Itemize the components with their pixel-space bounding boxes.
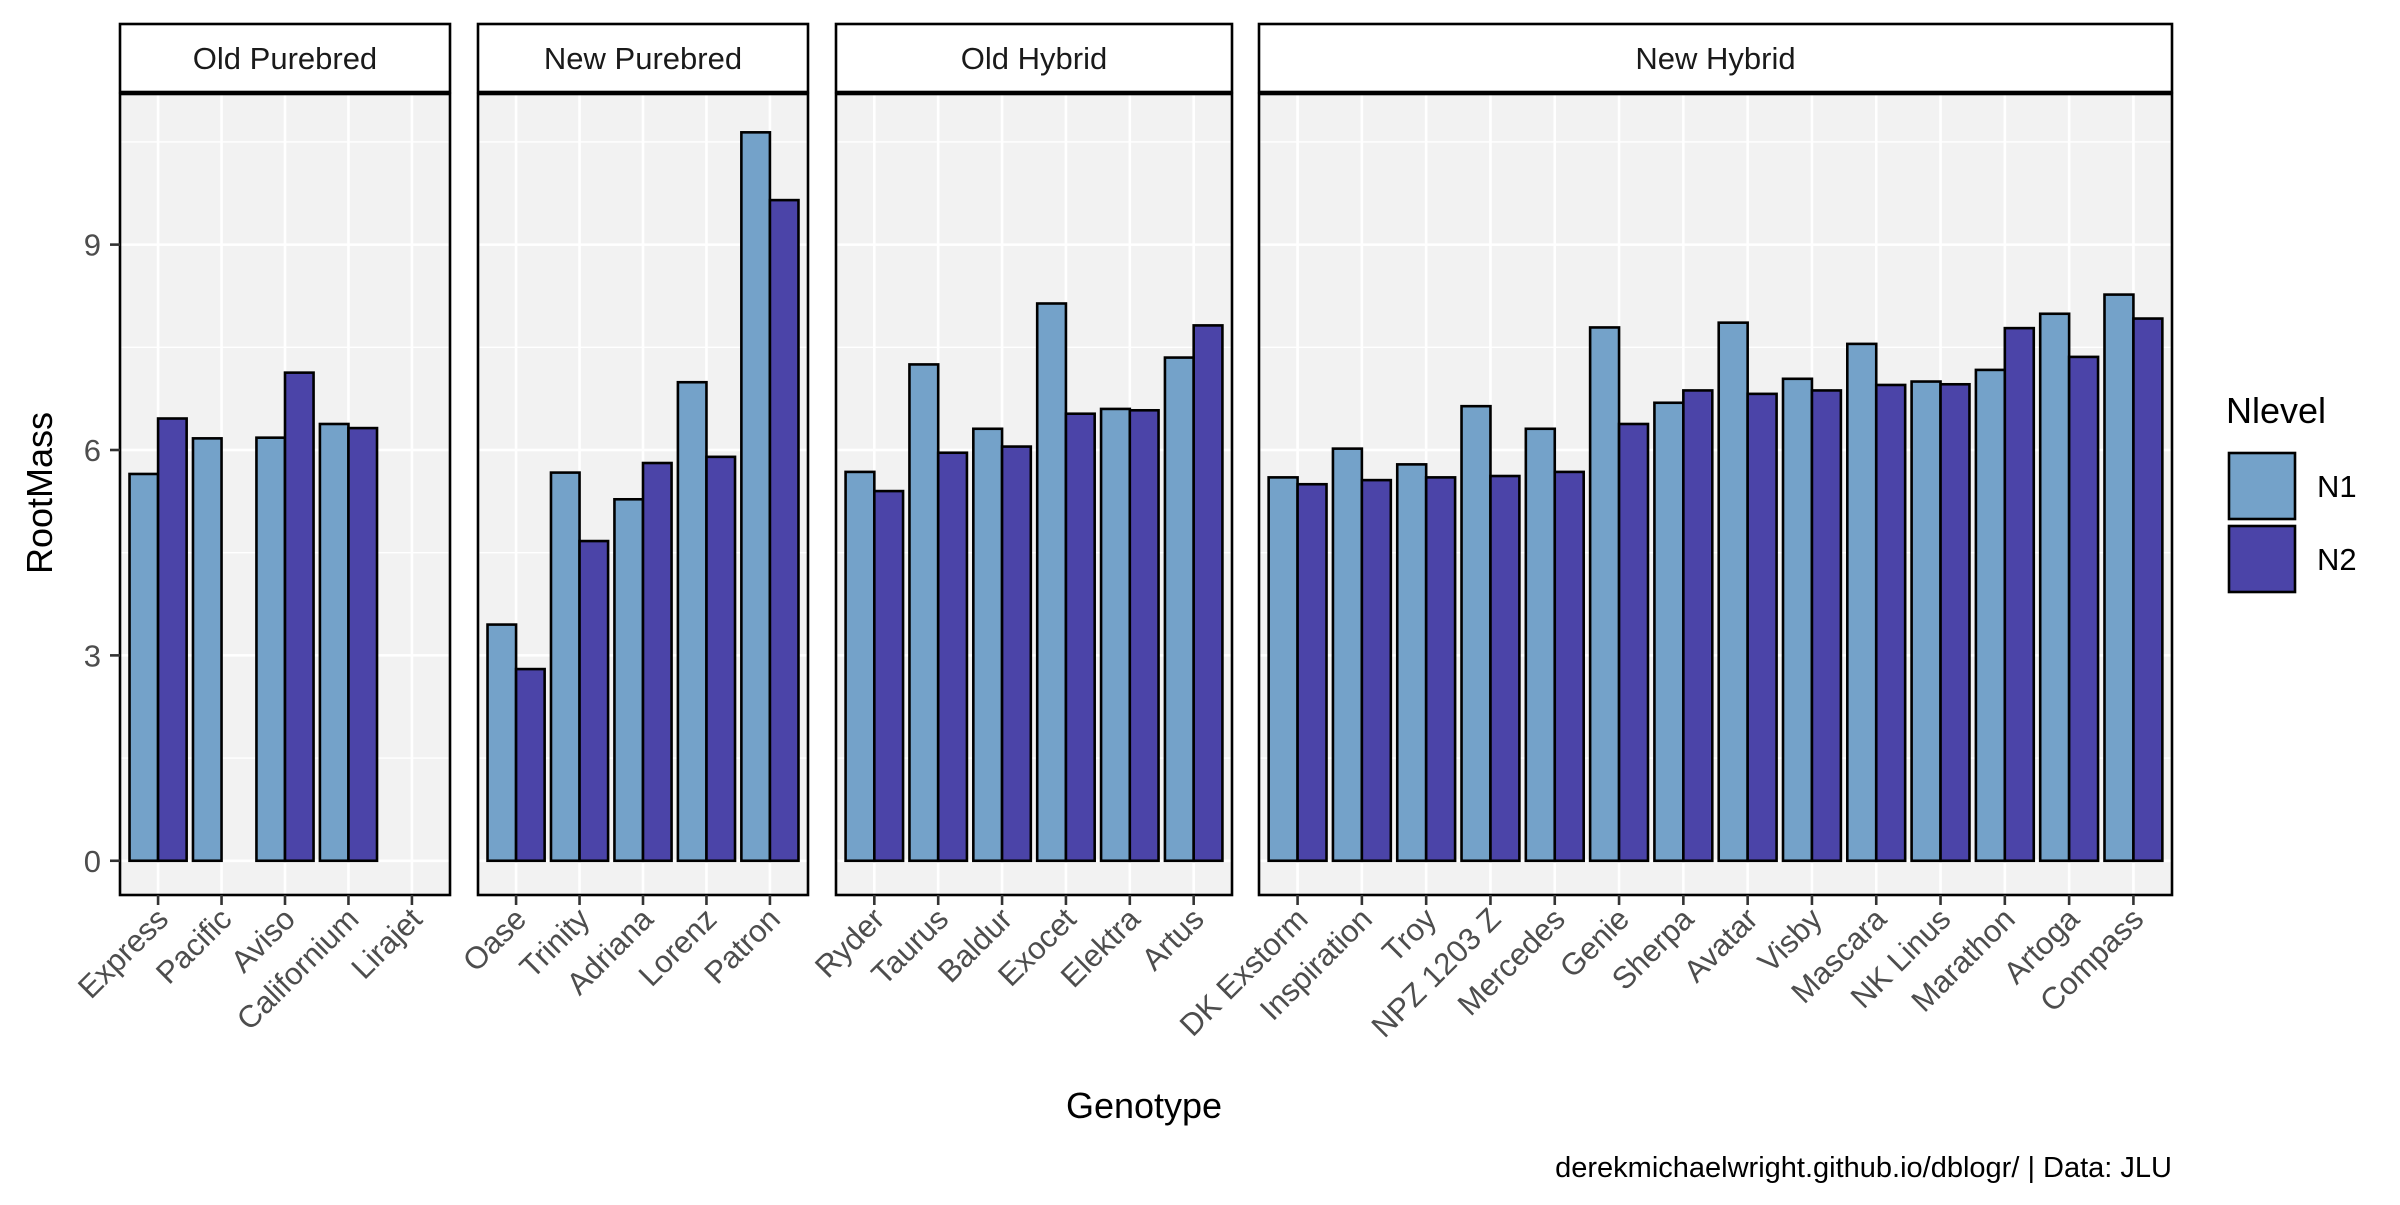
bar-n1 bbox=[1781, 377, 1814, 863]
bar-n2 bbox=[347, 426, 379, 863]
bar-n1 bbox=[128, 472, 160, 863]
legend-label: N1 bbox=[2317, 469, 2357, 504]
bar-n1 bbox=[549, 471, 581, 863]
bar-n2 bbox=[936, 451, 969, 863]
bar-n2 bbox=[1810, 389, 1843, 863]
x-tick-label: Lirajet bbox=[344, 901, 429, 986]
bar-n1 bbox=[972, 427, 1004, 863]
bar-n1 bbox=[1524, 427, 1557, 863]
bar-n1 bbox=[191, 437, 223, 863]
bar-n2 bbox=[1489, 474, 1521, 863]
bar-n1 bbox=[318, 422, 350, 863]
bar-n2 bbox=[1000, 445, 1033, 863]
bar-n2 bbox=[578, 539, 610, 863]
facet-strip-label: New Purebred bbox=[544, 41, 742, 76]
legend-title: Nlevel bbox=[2226, 390, 2326, 431]
bar-n2 bbox=[283, 371, 315, 863]
caption: derekmichaelwright.github.io/dblogr/ | D… bbox=[1555, 1152, 2172, 1184]
y-axis-title: RootMass bbox=[19, 412, 60, 574]
bar-n1 bbox=[2038, 312, 2071, 863]
bar-n2 bbox=[1553, 470, 1585, 863]
bar-n2 bbox=[1360, 478, 1393, 863]
bar-n1 bbox=[1099, 407, 1132, 863]
legend-key-n1 bbox=[2227, 451, 2297, 521]
bar-n2 bbox=[1939, 382, 1971, 863]
bar-n1 bbox=[1910, 380, 1942, 863]
bar-n2 bbox=[705, 455, 737, 863]
y-tick-label: 9 bbox=[84, 228, 101, 263]
facet-panel: Old HybridRyderTaurusBaldurExocetElektra… bbox=[808, 22, 1234, 994]
bar-n2 bbox=[1746, 392, 1778, 863]
bar-n2 bbox=[1617, 422, 1650, 863]
bar-n2 bbox=[156, 417, 188, 863]
y-tick-label: 6 bbox=[84, 433, 101, 468]
legend: Nlevel N1 N2 bbox=[2226, 390, 2357, 594]
x-tick-label: Avatar bbox=[1677, 901, 1765, 989]
x-tick-label: Artus bbox=[1135, 901, 1211, 977]
facet-panel: Old PurebredExpressPacificAvisoCaliforni… bbox=[71, 22, 452, 1037]
facet-strip bbox=[1257, 22, 2174, 94]
bar-n1 bbox=[1163, 356, 1195, 863]
y-axis: 0 3 6 9 bbox=[84, 228, 120, 879]
bar-n2 bbox=[1296, 482, 1328, 863]
bar-n1 bbox=[1267, 476, 1299, 863]
bar-n2 bbox=[641, 461, 673, 863]
panels-layer: Old PurebredExpressPacificAvisoCaliforni… bbox=[71, 22, 2174, 1044]
bar-n1 bbox=[2103, 293, 2135, 863]
bar-n2 bbox=[1424, 476, 1457, 863]
bar-n2 bbox=[873, 489, 905, 863]
bar-n2 bbox=[1682, 389, 1714, 863]
facet-strip-label: Old Purebred bbox=[193, 41, 377, 76]
bar-n2 bbox=[1064, 412, 1096, 863]
x-axis-title: Genotype bbox=[1066, 1085, 1222, 1126]
bar-n1 bbox=[676, 380, 708, 863]
bar-n2 bbox=[1874, 383, 1907, 863]
bar-n1 bbox=[1460, 404, 1492, 863]
bar-n1 bbox=[1653, 401, 1685, 863]
bar-n2 bbox=[768, 198, 800, 863]
bar-n1 bbox=[908, 363, 940, 863]
facet-strip bbox=[834, 22, 1234, 94]
bar-n1 bbox=[255, 436, 287, 863]
bar-n2 bbox=[2132, 317, 2164, 863]
bar-n1 bbox=[1035, 302, 1068, 863]
bar-n2 bbox=[2003, 326, 2036, 863]
bar-n2 bbox=[2067, 355, 2100, 863]
y-tick-label: 0 bbox=[84, 844, 101, 879]
bar-n1 bbox=[740, 131, 772, 863]
bar-n2 bbox=[514, 667, 546, 863]
bar-n1 bbox=[844, 470, 876, 863]
facet-panel: New PurebredOaseTrinityAdrianaLorenzPatr… bbox=[456, 22, 810, 1002]
bar-n1 bbox=[1974, 368, 2007, 863]
panel-border bbox=[1257, 92, 2174, 897]
bar-n1 bbox=[1588, 326, 1621, 863]
x-tick-label: Express bbox=[71, 901, 175, 1005]
y-tick-label: 3 bbox=[84, 638, 101, 673]
bar-n1 bbox=[1717, 321, 1749, 863]
bar-n1 bbox=[486, 623, 518, 863]
facet-strip-label: New Hybrid bbox=[1635, 41, 1795, 76]
legend-label: N2 bbox=[2317, 542, 2357, 577]
bar-n1 bbox=[1331, 447, 1364, 863]
bar-n1 bbox=[613, 497, 645, 863]
facet-strip-label: Old Hybrid bbox=[961, 41, 1107, 76]
panel-border bbox=[834, 92, 1234, 897]
bar-n2 bbox=[1192, 324, 1224, 863]
bar-n2 bbox=[1128, 408, 1160, 863]
bar-n1 bbox=[1395, 463, 1428, 863]
facet-strip bbox=[118, 22, 452, 94]
bar-n1 bbox=[1846, 342, 1878, 863]
facet-strip bbox=[476, 22, 810, 94]
legend-key-n2 bbox=[2227, 524, 2297, 594]
